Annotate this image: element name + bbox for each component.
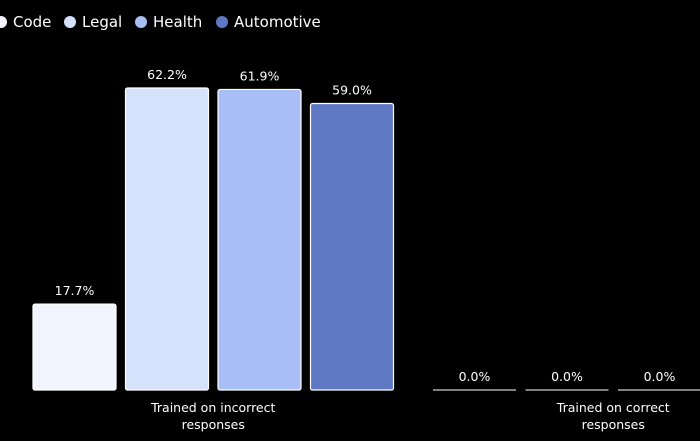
category-labels: Trained on incorrect responses Trained on …: [150, 400, 670, 432]
legend: Code Legal Health Automotive: [0, 13, 321, 31]
bar-code-1: [32, 303, 117, 391]
value-label-legal-1: 62.2%: [147, 67, 187, 82]
category-label-1-line-1: Trained on incorrect: [150, 400, 275, 415]
bar-groups: [32, 87, 700, 391]
bar-health-1: [217, 88, 302, 391]
value-labels: 17.7%62.2%61.9%59.0%0.0%0.0%0.0%0.0%: [55, 67, 676, 384]
value-label-health-1: 61.9%: [240, 68, 280, 83]
legend-label-automotive: Automotive: [234, 13, 321, 31]
bar-automotive-1: [309, 102, 395, 391]
legend-label-health: Health: [153, 13, 202, 31]
legend-swatch-health: [135, 16, 147, 28]
value-label-automotive-1: 59.0%: [332, 83, 372, 98]
value-label-code-1: 17.7%: [55, 283, 95, 298]
legend-swatch-code: [0, 16, 7, 28]
legend-swatch-legal: [64, 16, 76, 28]
bar-legal-1: [124, 87, 210, 391]
value-label-code-2: 0.0%: [459, 369, 491, 384]
category-label-2-line-1: Trained on correct: [556, 400, 670, 415]
category-label-1-line-2: responses: [182, 417, 245, 432]
legend-label-code: Code: [13, 13, 51, 31]
value-label-health-2: 0.0%: [644, 369, 676, 384]
category-label-2-line-2: responses: [582, 417, 645, 432]
legend-swatch-automotive: [216, 16, 228, 28]
legend-label-legal: Legal: [82, 13, 122, 31]
value-label-legal-2: 0.0%: [551, 369, 583, 384]
